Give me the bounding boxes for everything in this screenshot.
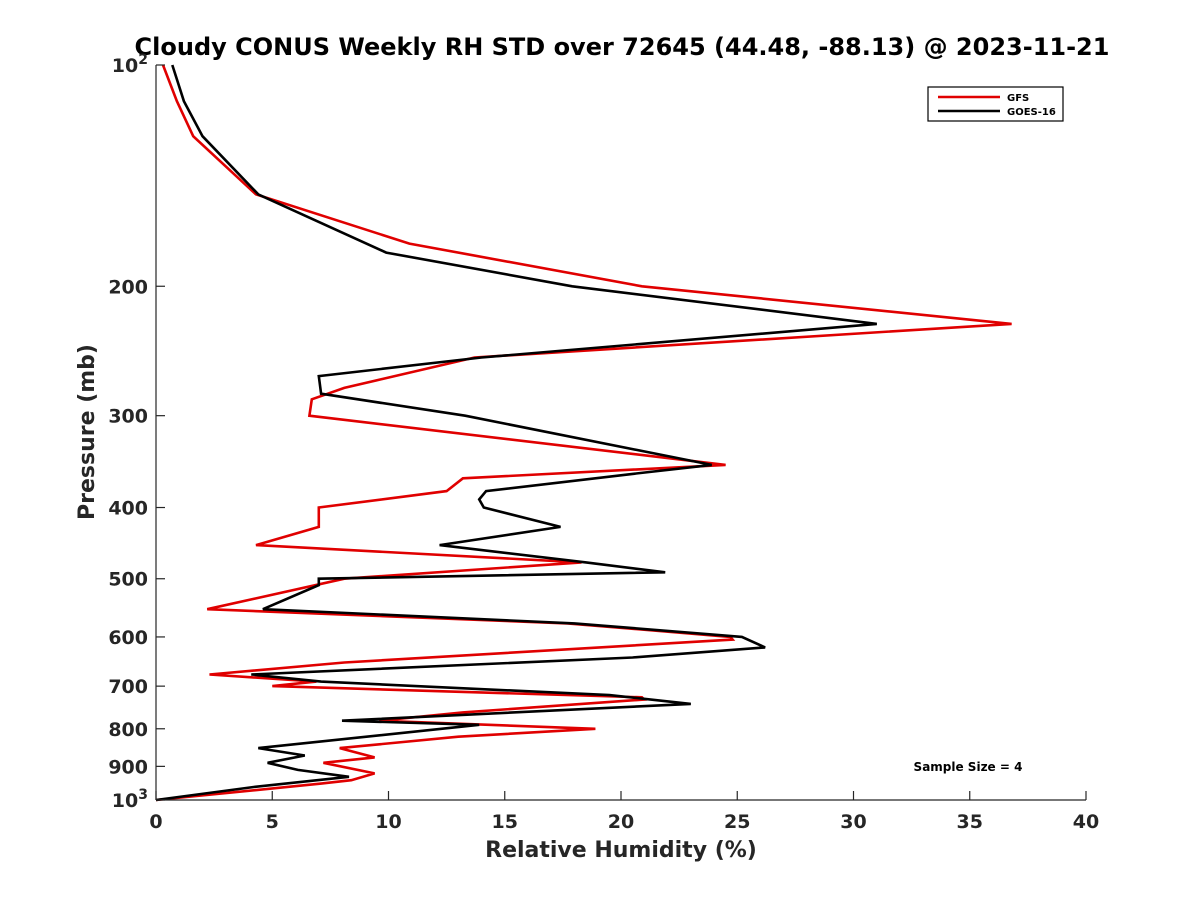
y-tick-label: 700 xyxy=(108,676,148,698)
series-line-goes-16 xyxy=(155,64,877,802)
legend-label: GFS xyxy=(1007,93,1029,104)
legend-box xyxy=(927,86,1064,122)
y-tick-label: 300 xyxy=(108,406,148,428)
y-tick-label: 800 xyxy=(108,719,148,741)
y-tick-label: 900 xyxy=(108,756,148,778)
y-tick-label: 102 xyxy=(112,52,148,77)
legend: GFS GOES-16 xyxy=(927,86,1064,122)
x-tick-label: 30 xyxy=(840,811,866,833)
x-tick-label: 0 xyxy=(149,811,162,833)
x-axis-label: Relative Humidity (%) xyxy=(485,838,757,863)
plot-area: 0 5 10 15 20 25 30 35 40 102 200 300 400 500 600 700 800… xyxy=(108,52,1099,833)
y-axis-label: Pressure (mb) xyxy=(75,344,100,520)
y-tick-label: 500 xyxy=(108,569,148,591)
y-tick-label: 400 xyxy=(108,498,148,520)
x-tick-label: 35 xyxy=(957,811,983,833)
x-tick-label: 10 xyxy=(375,811,401,833)
y-tick-label: 200 xyxy=(108,276,148,298)
x-tick-label: 20 xyxy=(608,811,634,833)
x-tick-label: 5 xyxy=(266,811,279,833)
x-tick-label: 25 xyxy=(724,811,750,833)
chart-title: Cloudy CONUS Weekly RH STD over 72645 (4… xyxy=(135,33,1110,61)
y-tick-label: 103 xyxy=(112,787,148,812)
sample-size-annotation: Sample Size = 4 xyxy=(914,760,1023,774)
legend-label: GOES-16 xyxy=(1007,107,1056,118)
x-tick-label: 40 xyxy=(1073,811,1099,833)
y-tick-label: 600 xyxy=(108,627,148,649)
series-line-gfs xyxy=(155,64,1012,802)
x-tick-label: 15 xyxy=(492,811,518,833)
